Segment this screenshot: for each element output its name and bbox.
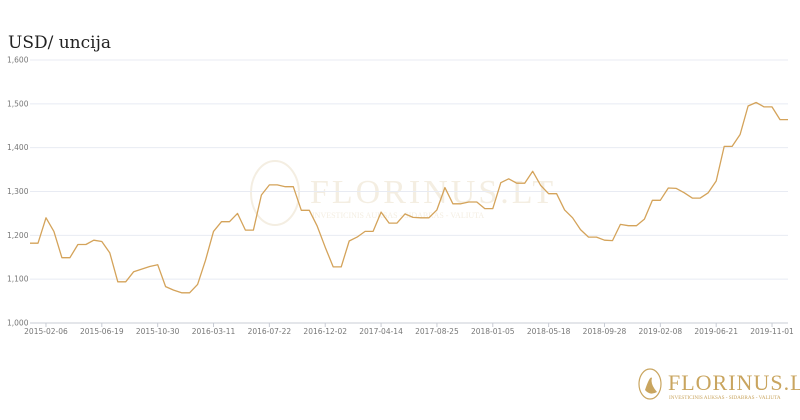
watermark-tagline: INVESTICINIS AUKSAS - SIDABRAS - VALIUTA <box>312 211 484 220</box>
y-tick-label: 1,300 <box>7 187 29 196</box>
logo-egg-icon <box>638 368 662 400</box>
y-tick-label: 1,400 <box>7 143 29 152</box>
y-tick-label: 1,100 <box>7 275 29 284</box>
logo: FLORINUS.LT INVESTICINIS AUKSAS - SIDABR… <box>638 368 800 401</box>
x-tick-label: 2015-02-06 <box>24 327 68 336</box>
y-axis: 1,000 1,100 1,200 1,300 1,400 1,500 1,600 <box>7 56 29 328</box>
x-axis: 2015-02-06 2015-06-19 2015-10-30 2016-03-11… <box>24 323 794 336</box>
x-tick-label: 2019-06-21 <box>694 327 738 336</box>
x-tick-label: 2019-02-08 <box>639 327 683 336</box>
series-line <box>30 101 788 294</box>
watermark-egg-icon <box>250 160 300 226</box>
logo-bird-icon <box>645 377 657 394</box>
x-tick-label: 2016-12-02 <box>303 327 347 336</box>
watermark-name: FLORINUS.LT <box>310 174 556 211</box>
chart-title: USD/ uncija <box>8 33 111 53</box>
x-tick-label: 2019-11-01 <box>750 327 794 336</box>
x-tick-label: 2015-10-30 <box>136 327 180 336</box>
x-tick-label: 2018-01-05 <box>471 327 515 336</box>
x-tick-label: 2018-05-18 <box>527 327 571 336</box>
gridlines <box>30 59 788 324</box>
x-tick-label: 2015-06-19 <box>80 327 124 336</box>
x-tick-label: 2018-09-28 <box>583 327 627 336</box>
logo-tagline: INVESTICINIS AUKSAS - SIDABRAS - VALIUTA <box>669 395 781 401</box>
logo-name: FLORINUS.LT <box>668 370 800 395</box>
x-tick-label: 2016-07-22 <box>248 327 292 336</box>
x-tick-label: 2016-03-11 <box>192 327 236 336</box>
y-tick-label: 1,500 <box>7 99 29 108</box>
x-tick-label: 2017-08-25 <box>415 327 459 336</box>
x-tick-label: 2017-04-14 <box>359 327 403 336</box>
y-tick-label: 1,600 <box>7 56 29 65</box>
y-tick-label: 1,000 <box>7 319 29 328</box>
y-tick-label: 1,200 <box>7 231 29 240</box>
watermark: FLORINUS.LT INVESTICINIS AUKSAS - SIDABR… <box>250 160 556 226</box>
